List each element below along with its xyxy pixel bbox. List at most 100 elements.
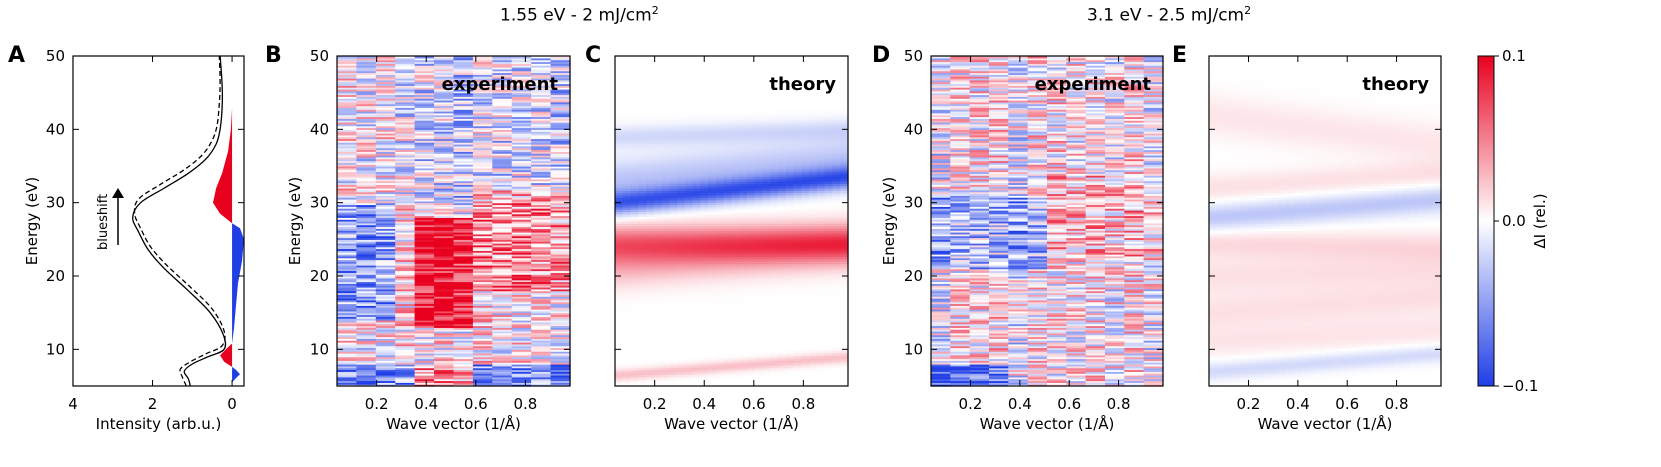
heatmap-cell [661, 114, 670, 118]
heatmap-cell [630, 206, 639, 210]
heatmap-cell [747, 331, 756, 335]
heatmap-cell [630, 81, 639, 85]
heatmap-cell [615, 91, 624, 95]
heatmap-cell [531, 268, 552, 272]
heatmap-cell [531, 215, 552, 218]
heatmap-cell [739, 239, 748, 243]
heatmap-cell [531, 248, 552, 251]
heatmap-cell [622, 166, 632, 170]
heatmap-cell [723, 155, 733, 158]
heatmap-cell [414, 309, 435, 312]
heatmap-cell [715, 197, 725, 201]
heatmap-cell [356, 288, 377, 292]
heatmap-cell [550, 303, 571, 306]
heatmap-cell [375, 294, 396, 297]
heatmap-cell [375, 56, 396, 59]
heatmap-cell [684, 176, 694, 180]
heatmap-cell [472, 364, 493, 367]
heatmap-cell [653, 81, 663, 85]
heatmap-cell [550, 153, 571, 156]
heatmap-cell [414, 215, 435, 218]
heatmap-cell [684, 376, 694, 380]
heatmap-cell [472, 156, 493, 160]
heatmap-cell [747, 282, 756, 286]
heatmap-cell [414, 299, 435, 303]
heatmap-cell [715, 249, 725, 253]
heatmap-cell [669, 211, 678, 215]
heatmap-cell [395, 180, 416, 184]
heatmap-cell [511, 151, 532, 154]
heatmap-cell [677, 110, 686, 114]
heatmap-cell [747, 157, 756, 161]
heatmap-cell [622, 91, 632, 95]
heatmap-cell [414, 272, 435, 275]
heatmap-cell [434, 142, 455, 145]
heatmap-cell [723, 298, 733, 302]
heatmap-cell [414, 349, 435, 352]
heatmap-cell [723, 195, 733, 199]
heatmap-cell [550, 160, 571, 163]
heatmap-cell [395, 310, 416, 314]
heatmap-cell [739, 232, 748, 236]
heatmap-cell [453, 364, 474, 367]
heatmap-cell [630, 178, 639, 182]
heatmap-cell [511, 149, 532, 152]
heatmap-cell [375, 142, 396, 145]
heatmap-cell [395, 299, 416, 303]
heatmap-cell [395, 349, 416, 352]
heatmap-cell [472, 105, 493, 108]
heatmap-cell [677, 329, 686, 333]
heatmap-cell [638, 192, 647, 196]
heatmap-cell [653, 124, 663, 128]
heatmap-cell [754, 105, 764, 109]
heatmap-cell [715, 275, 725, 279]
heatmap-cell [661, 77, 670, 81]
heatmap-cell [684, 357, 694, 361]
heatmap-cell [653, 126, 663, 130]
heatmap-cell [747, 192, 756, 196]
heatmap-cell [684, 188, 694, 191]
heatmap-cell [414, 56, 435, 59]
heatmap-cell [708, 364, 717, 368]
heatmap-cell [395, 72, 416, 75]
heatmap-cell [622, 242, 632, 246]
heatmap-cell [762, 204, 771, 208]
heatmap-cell [708, 178, 717, 182]
heatmap-cell [684, 159, 694, 163]
heatmap-cell [492, 371, 513, 374]
heatmap-cell [638, 131, 647, 135]
heatmap-cell [646, 107, 655, 111]
heatmap-cell [395, 83, 416, 86]
heatmap-cell [337, 232, 358, 235]
xtick-label-a: 2 [148, 395, 158, 413]
heatmap-cell [472, 98, 493, 101]
heatmap-cell [615, 58, 624, 62]
heatmap-cell [531, 309, 552, 312]
heatmap-cell [661, 225, 670, 229]
heatmap-cell [684, 237, 694, 241]
heatmap-cell [622, 197, 632, 201]
heatmap-cell [472, 360, 493, 363]
heatmap-cell [715, 185, 725, 189]
heatmap-cell [684, 107, 694, 111]
heatmap-cell [375, 288, 396, 292]
heatmap-cell [492, 210, 513, 213]
heatmap-cell [615, 364, 624, 368]
heatmap-cell [638, 355, 647, 359]
heatmap-cell [356, 356, 377, 360]
heatmap-cell [700, 192, 709, 196]
heatmap-cell [715, 315, 725, 319]
heatmap-cell [669, 100, 678, 104]
heatmap-cell [453, 285, 474, 288]
heatmap-cell [356, 222, 377, 226]
heatmap-cell [375, 178, 396, 182]
heatmap-cell [669, 202, 678, 206]
heatmap-cell [615, 341, 624, 345]
heatmap-cell [337, 373, 358, 376]
heatmap-cell [731, 202, 740, 206]
heatmap-cell [453, 188, 474, 191]
heatmap-cell [550, 230, 571, 233]
heatmap-cell [337, 303, 358, 306]
heatmap-cell [684, 381, 694, 385]
heatmap-cell [677, 230, 686, 234]
